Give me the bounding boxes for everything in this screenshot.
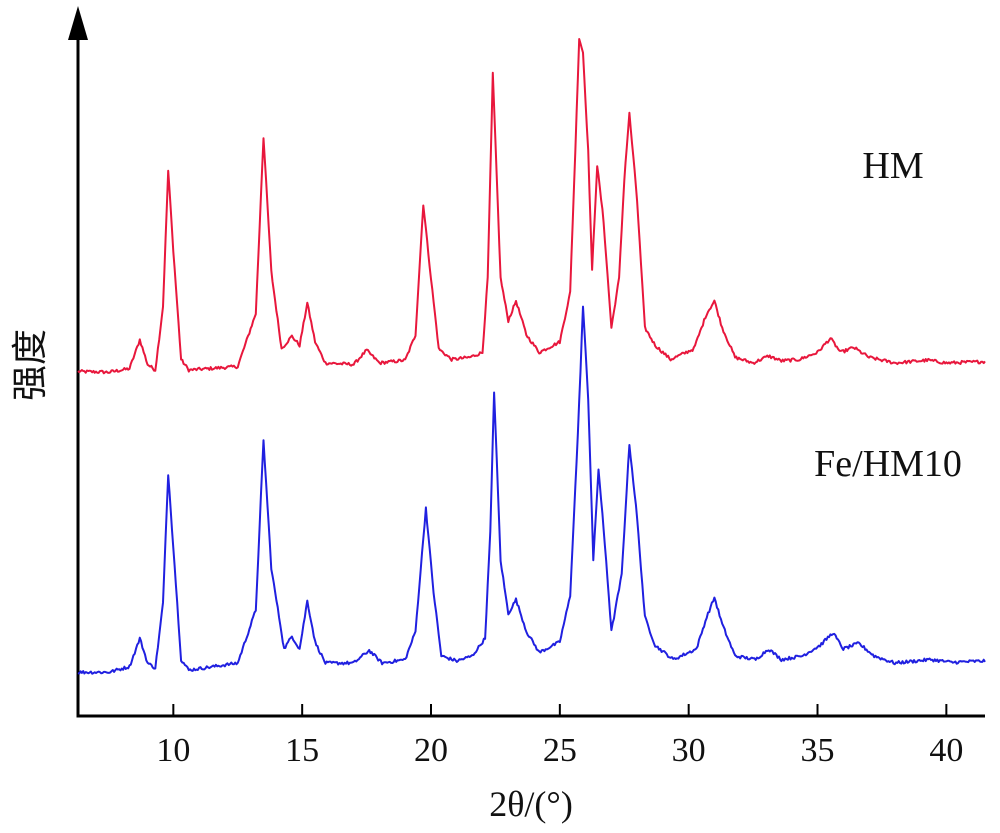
series-line-fe-hm10 [77, 305, 986, 675]
x-tick-label-20: 20 [414, 732, 448, 769]
series-group [77, 38, 986, 675]
series-label-fe-hm10: Fe/HM10 [814, 443, 962, 485]
series-line-hm [77, 38, 986, 375]
y-axis-label: 强度 [10, 329, 50, 401]
x-tick-label-10: 10 [156, 732, 190, 769]
x-tick-label-40: 40 [929, 732, 963, 769]
x-tick-label-15: 15 [285, 732, 319, 769]
y-axis-arrow [68, 6, 88, 40]
series-label-hm: HM [862, 145, 923, 187]
x-axis-label: 2θ/(°) [489, 784, 573, 824]
x-ticks [172, 704, 948, 716]
axes [68, 6, 985, 718]
x-tick-label-35: 35 [801, 732, 835, 769]
series-labels: HM Fe/HM10 [814, 145, 962, 485]
x-tick-label-30: 30 [672, 732, 706, 769]
x-tick-label-25: 25 [543, 732, 577, 769]
x-tick-labels: 10 15 20 25 30 35 40 [156, 732, 963, 769]
